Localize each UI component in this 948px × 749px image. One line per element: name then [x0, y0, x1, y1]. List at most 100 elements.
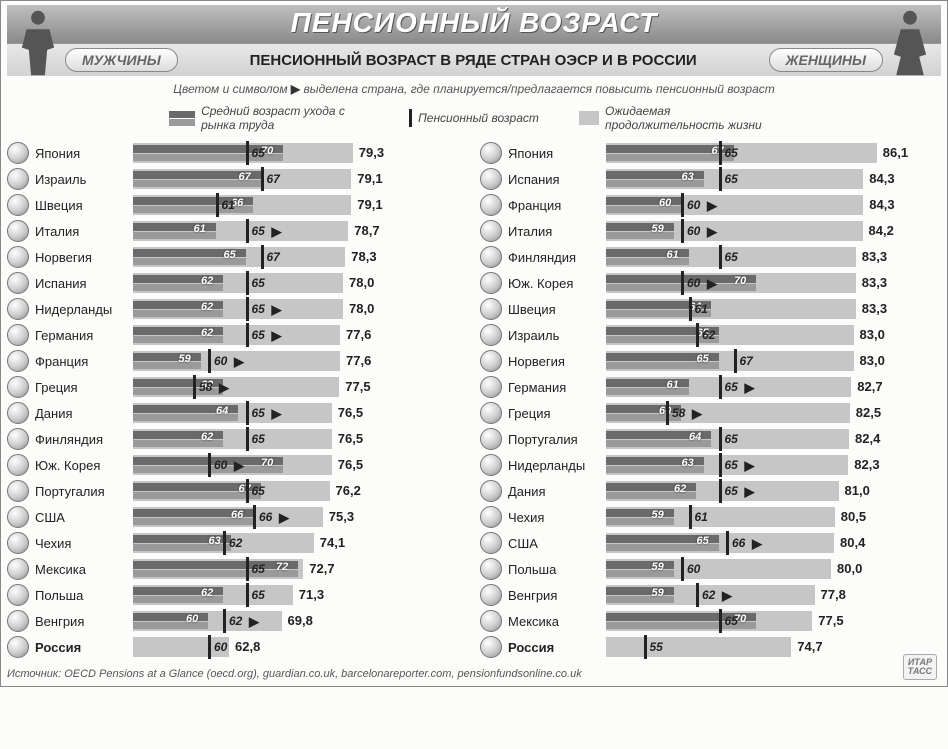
title-bar: ПЕНСИОННЫЙ ВОЗРАСТ [7, 5, 941, 43]
flag-icon [480, 428, 502, 450]
retirement-label: 67 [740, 354, 753, 368]
retirement-label: 65 [725, 432, 738, 446]
retirement-mark [193, 375, 196, 399]
retirement-label: 60 [214, 640, 227, 654]
increase-arrow-icon: ▶ [249, 614, 259, 630]
increase-arrow-icon: ▶ [752, 536, 762, 552]
country-row: Израиль676779,1 [7, 166, 468, 192]
bar-area: 616583,3 [606, 247, 941, 267]
bar-area: 706577,5 [606, 611, 941, 631]
flag-icon [480, 220, 502, 242]
life-label: 79,1 [357, 197, 382, 212]
flag-icon [7, 480, 29, 502]
avg-label: 59 [652, 509, 664, 521]
flag-icon [480, 610, 502, 632]
country-label: Португалия [508, 432, 600, 447]
legend-avg-label: Средний возраст ухода с рынка труда [201, 104, 369, 132]
avg-label: 60 [659, 197, 671, 209]
increase-arrow-icon: ▶ [745, 484, 755, 500]
bar-area: 6062,8 [133, 637, 468, 657]
man-silhouette-icon [15, 8, 61, 78]
retirement-mark [719, 375, 722, 399]
infographic-frame: ПЕНСИОННЫЙ ВОЗРАСТ МУЖЧИНЫ ПЕНСИОННЫЙ ВО… [0, 0, 948, 687]
legend-life-label: Ожидаемая продолжительность жизни [605, 104, 779, 132]
retirement-mark [246, 141, 249, 165]
bar-area: 6666▶75,3 [133, 507, 468, 527]
bar-area: 656778,3 [133, 247, 468, 267]
retirement-mark [261, 167, 264, 191]
country-row: Польша626571,3 [7, 582, 468, 608]
country-row: Япония676586,1 [480, 140, 941, 166]
country-row: Венгрия5962▶77,8 [480, 582, 941, 608]
life-label: 71,3 [299, 587, 324, 602]
life-label: 84,2 [869, 223, 894, 238]
columns: Япония706579,3Израиль676779,1Швеция66617… [7, 140, 941, 660]
country-row: Россия5574,7 [480, 634, 941, 660]
country-label: Испания [35, 276, 127, 291]
flag-icon [480, 506, 502, 528]
retirement-mark [208, 349, 211, 373]
retirement-label: 66 [732, 536, 745, 550]
retirement-mark [726, 531, 729, 555]
bar-area: 596180,5 [606, 507, 941, 527]
country-row: Германия6265▶77,6 [7, 322, 468, 348]
country-label: Норвегия [35, 250, 127, 265]
women-column: Япония676586,1Испания636584,3Франция6060… [480, 140, 941, 660]
retirement-label: 58 [199, 380, 212, 394]
country-label: Финляндия [35, 432, 127, 447]
increase-arrow-icon: ▶ [234, 354, 244, 370]
avg-label: 65 [697, 353, 709, 365]
bar-area: 7060▶83,3 [606, 273, 941, 293]
country-label: Юж. Корея [508, 276, 600, 291]
life-label: 74,7 [797, 639, 822, 654]
main-title: ПЕНСИОННЫЙ ВОЗРАСТ [7, 7, 941, 39]
country-label: Германия [508, 380, 600, 395]
woman-silhouette-icon [887, 8, 933, 78]
retirement-mark [208, 453, 211, 477]
country-label: Израиль [508, 328, 600, 343]
retirement-mark [644, 635, 647, 659]
retirement-mark [246, 401, 249, 425]
retirement-label: 61 [222, 198, 235, 212]
increase-arrow-icon: ▶ [745, 380, 755, 396]
flag-icon [480, 376, 502, 398]
bar-area: 646183,3 [606, 299, 941, 319]
swatch-avg-icon [169, 111, 195, 126]
bar-area: 626571,3 [133, 585, 468, 605]
retirement-label: 65 [252, 562, 265, 576]
bar-area: 636584,3 [606, 169, 941, 189]
legend-note: Цветом и символом ▶ выделена страна, где… [7, 76, 941, 100]
country-row: Израиль656283,0 [480, 322, 941, 348]
country-label: Израиль [35, 172, 127, 187]
bar-area: 6165▶78,7 [133, 221, 468, 241]
country-label: Дания [508, 484, 600, 499]
retirement-label: 65 [725, 614, 738, 628]
retirement-label: 58 [672, 406, 685, 420]
country-row: Греция6058▶82,5 [480, 400, 941, 426]
country-label: Мексика [508, 614, 600, 629]
retirement-mark [246, 271, 249, 295]
avg-label: 66 [231, 509, 243, 521]
life-label: 80,5 [841, 509, 866, 524]
flag-icon [480, 636, 502, 658]
retirement-mark [719, 479, 722, 503]
country-row: Франция5960▶77,6 [7, 348, 468, 374]
flag-icon [480, 480, 502, 502]
retirement-mark [216, 193, 219, 217]
legend-life: Ожидаемая продолжительность жизни [579, 104, 779, 132]
flag-icon [7, 220, 29, 242]
country-label: Чехия [35, 536, 127, 551]
increase-arrow-icon: ▶ [707, 224, 717, 240]
retirement-label: 62 [229, 536, 242, 550]
country-label: Финляндия [508, 250, 600, 265]
bar-area: 706579,3 [133, 143, 468, 163]
life-label: 77,6 [346, 327, 371, 342]
avg-bar-top [133, 561, 298, 569]
source-line: Источник: OECD Pensions at a Glance (oec… [7, 660, 941, 680]
country-row: Португалия676576,2 [7, 478, 468, 504]
country-label: Чехия [508, 510, 600, 525]
avg-label: 63 [682, 457, 694, 469]
retirement-mark [246, 557, 249, 581]
life-label: 83,0 [860, 327, 885, 342]
bar-area: 676576,2 [133, 481, 468, 501]
